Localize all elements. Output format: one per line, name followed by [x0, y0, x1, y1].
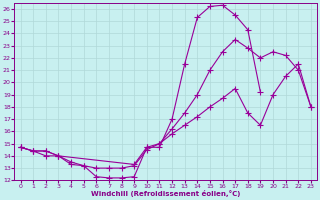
X-axis label: Windchill (Refroidissement éolien,°C): Windchill (Refroidissement éolien,°C): [91, 190, 240, 197]
